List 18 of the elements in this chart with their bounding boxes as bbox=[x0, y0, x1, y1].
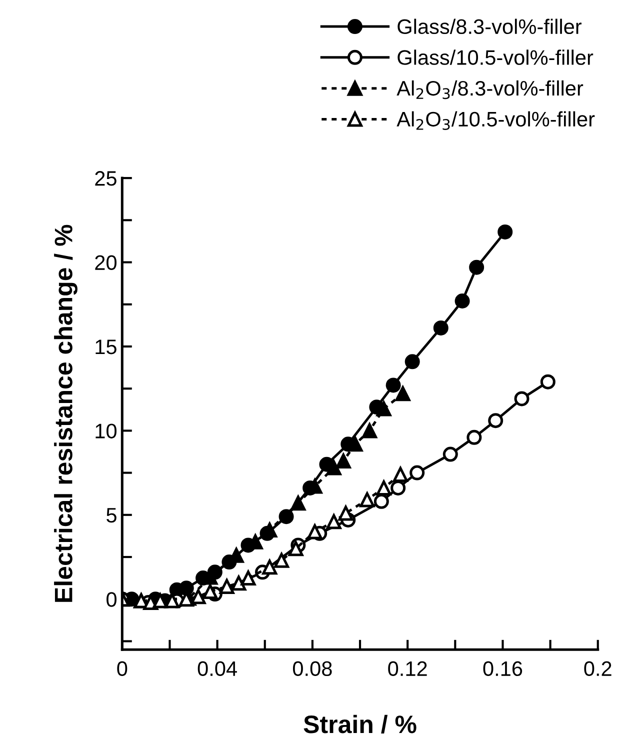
legend-label: Al$_{2}$O$_{3}$/10.5-vol%-filler bbox=[396, 111, 595, 130]
y-tick-label: 5 bbox=[106, 508, 116, 523]
y-tick-label: 20 bbox=[95, 255, 116, 270]
x-tick-label: 0.2 bbox=[584, 661, 612, 676]
x-axis-title: Strain / % bbox=[304, 714, 416, 734]
y-tick-label: 25 bbox=[95, 171, 116, 186]
legend-label: Glass/10.5-vol%-filler bbox=[398, 50, 594, 65]
y-tick-label: 0 bbox=[106, 592, 116, 607]
x-tick-label: 0 bbox=[117, 661, 128, 676]
x-tick-label: 0.08 bbox=[292, 661, 332, 676]
legend-label: Al$_{2}$O$_{3}$/8.3-vol%-filler bbox=[396, 80, 584, 100]
y-tick-label: 15 bbox=[96, 340, 116, 354]
x-tick-label: 0.16 bbox=[483, 661, 522, 676]
y-tick-label: 10 bbox=[96, 424, 116, 438]
legend-label: Glass/8.3-vol%-filler bbox=[398, 18, 582, 34]
y-axis-title: Electrical resistance change / % bbox=[54, 224, 78, 602]
x-tick-label: 0.12 bbox=[388, 661, 427, 676]
x-tick-label: 0.04 bbox=[198, 661, 237, 676]
